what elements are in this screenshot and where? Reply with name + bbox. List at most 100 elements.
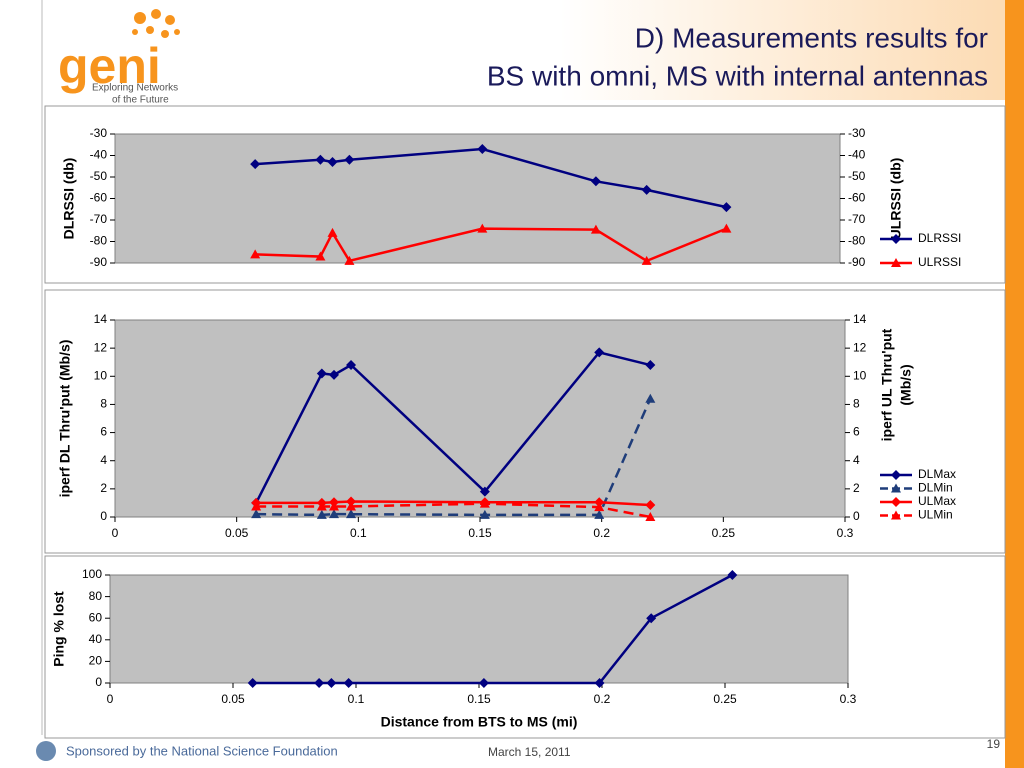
- header-band: [560, 0, 1024, 100]
- marker: [645, 393, 656, 403]
- marker: [316, 501, 327, 511]
- marker: [721, 223, 732, 233]
- y-tick-label: 20: [89, 654, 103, 668]
- x-tick-label: 0.25: [712, 526, 736, 540]
- y2-tick-label: 12: [853, 340, 867, 354]
- marker: [727, 570, 738, 580]
- series-line: [255, 227, 727, 263]
- y-tick-label: 12: [94, 340, 108, 354]
- logo: geni: [58, 38, 161, 94]
- x-tick-label: 0.05: [221, 692, 245, 706]
- x-tick-label: 0.15: [467, 692, 491, 706]
- title: D) Measurements results for: [635, 22, 988, 53]
- x-tick-label: 0.2: [594, 692, 611, 706]
- nsf-logo: [36, 741, 56, 761]
- y-tick-label: 14: [94, 312, 108, 326]
- y2-tick-label: 0: [853, 509, 860, 523]
- y-tick-label: -60: [90, 191, 108, 205]
- marker: [344, 255, 355, 265]
- marker: [327, 227, 338, 237]
- page-number: 19: [987, 737, 1001, 751]
- marker: [594, 678, 605, 688]
- y-tick-label: -50: [90, 169, 108, 183]
- y2-tick-label: 4: [853, 453, 860, 467]
- marker: [316, 509, 327, 519]
- marker: [891, 497, 901, 507]
- x-tick-label: 0.05: [225, 526, 249, 540]
- y2-axis-title: iperf UL Thru'put: [879, 328, 895, 441]
- marker: [479, 498, 490, 508]
- marker: [316, 368, 327, 379]
- legend-label: DLRSSI: [918, 231, 961, 245]
- marker: [594, 509, 605, 519]
- marker: [590, 224, 601, 234]
- marker: [594, 502, 605, 512]
- x-tick-label: 0.3: [837, 526, 854, 540]
- tagline: Exploring Networks: [92, 83, 178, 94]
- marker: [641, 184, 652, 195]
- y2-tick-label: 14: [853, 312, 867, 326]
- plot-area: [114, 133, 841, 264]
- legend-label: ULRSSI: [918, 255, 961, 269]
- y-tick-label: 10: [94, 368, 108, 382]
- marker: [250, 249, 261, 259]
- marker: [891, 234, 901, 244]
- y2-tick-label: -50: [848, 169, 866, 183]
- marker: [326, 678, 337, 688]
- tagline: of the Future: [112, 95, 169, 106]
- marker: [478, 678, 489, 688]
- marker: [477, 144, 488, 155]
- y-tick-label: 4: [100, 453, 107, 467]
- marker: [315, 154, 326, 165]
- x-tick-label: 0.1: [348, 692, 365, 706]
- y-tick-label: 0: [100, 509, 107, 523]
- x-axis-title: Distance from BTS to MS (mi): [381, 714, 578, 730]
- marker: [891, 258, 901, 267]
- x-tick-label: 0: [107, 692, 114, 706]
- y-tick-label: 2: [100, 481, 107, 495]
- marker: [641, 255, 652, 265]
- logo-dots: [132, 9, 180, 38]
- marker: [590, 176, 601, 187]
- marker: [343, 678, 354, 688]
- y2-tick-label: -80: [848, 234, 866, 248]
- marker: [645, 500, 656, 511]
- marker: [327, 156, 338, 167]
- y-tick-label: -40: [90, 148, 108, 162]
- y-tick-label: 0: [95, 675, 102, 689]
- marker: [329, 369, 339, 380]
- marker: [250, 159, 261, 170]
- marker: [479, 486, 490, 497]
- y2-tick-label: -40: [848, 148, 866, 162]
- marker: [477, 223, 488, 233]
- y2-tick-label: -70: [848, 212, 866, 226]
- marker: [346, 509, 357, 519]
- y2-tick-label: -90: [848, 255, 866, 269]
- y-tick-label: -70: [90, 212, 108, 226]
- marker: [891, 483, 901, 493]
- y-tick-label: 8: [100, 397, 107, 411]
- marker: [645, 512, 656, 521]
- y-axis-title: DLRSSI (db): [61, 158, 77, 240]
- legend-label: DLMax: [918, 467, 956, 481]
- y2-tick-label: -60: [848, 191, 866, 205]
- sponsor: Sponsored by the National Science Founda…: [66, 743, 338, 758]
- y-tick-label: -90: [90, 255, 108, 269]
- marker: [594, 347, 605, 358]
- x-tick-label: 0.1: [350, 526, 367, 540]
- y2-tick-label: 10: [853, 368, 867, 382]
- x-tick-label: 0.3: [840, 692, 857, 706]
- y-tick-label: 60: [89, 610, 103, 624]
- y2-axis-title: ULRSSI (db): [888, 158, 904, 240]
- marker: [247, 678, 258, 688]
- marker: [891, 470, 901, 480]
- x-tick-label: 0.25: [713, 692, 737, 706]
- x-tick-label: 0: [112, 526, 119, 540]
- y2-tick-label: -30: [848, 126, 866, 140]
- y-tick-label: 40: [89, 632, 103, 646]
- y2-axis-title: (Mb/s): [898, 364, 914, 405]
- legend-label: DLMin: [918, 481, 953, 495]
- marker: [346, 501, 357, 511]
- y-tick-label: 6: [100, 425, 107, 439]
- marker: [251, 501, 262, 511]
